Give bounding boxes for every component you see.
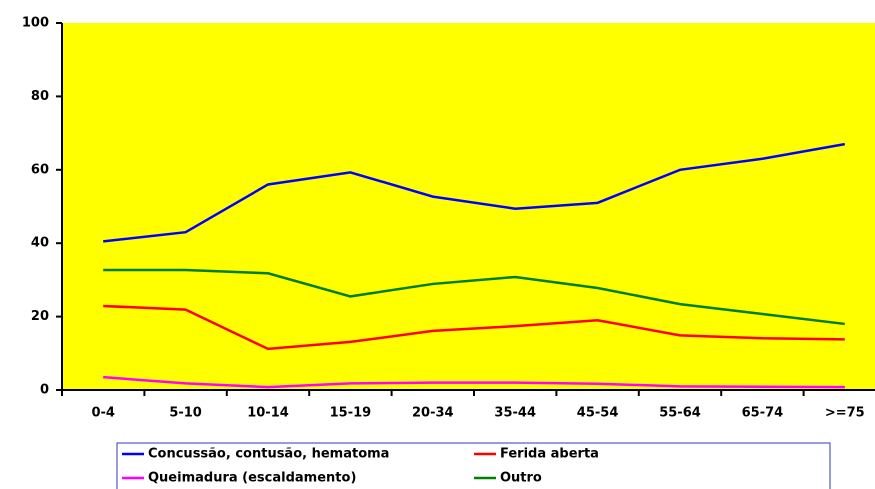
x-tick-label: >=75 [825,406,865,421]
x-tick-label: 65-74 [742,406,784,421]
legend-label: Concussão, contusão, hematoma [148,447,389,462]
y-tick-label: 40 [31,236,49,251]
x-tick-label: 45-54 [577,406,619,421]
legend-label: Outro [500,471,542,486]
x-tick-label: 5-10 [169,406,202,421]
legend-box [116,442,831,489]
x-tick-label: 35-44 [494,406,536,421]
series-line [103,375,845,389]
y-tick-label: 0 [40,383,49,398]
legend-label: Queimadura (escaldamento) [148,471,356,486]
series-line [103,142,846,243]
y-tick-label: 20 [31,309,49,324]
x-tick-label: 15-19 [330,406,372,421]
y-tick-label: 80 [31,89,49,104]
y-tick-label: 60 [31,162,49,177]
x-tick-label: 10-14 [247,406,289,421]
x-tick-label: 20-34 [412,406,454,421]
series-line [103,304,845,351]
series-line [103,268,845,326]
x-tick-label: 0-4 [91,406,115,421]
plot-area [62,23,875,390]
x-tick-label: 55-64 [659,406,701,421]
legend-label: Ferida aberta [500,447,599,462]
y-tick-label: 100 [22,16,49,31]
